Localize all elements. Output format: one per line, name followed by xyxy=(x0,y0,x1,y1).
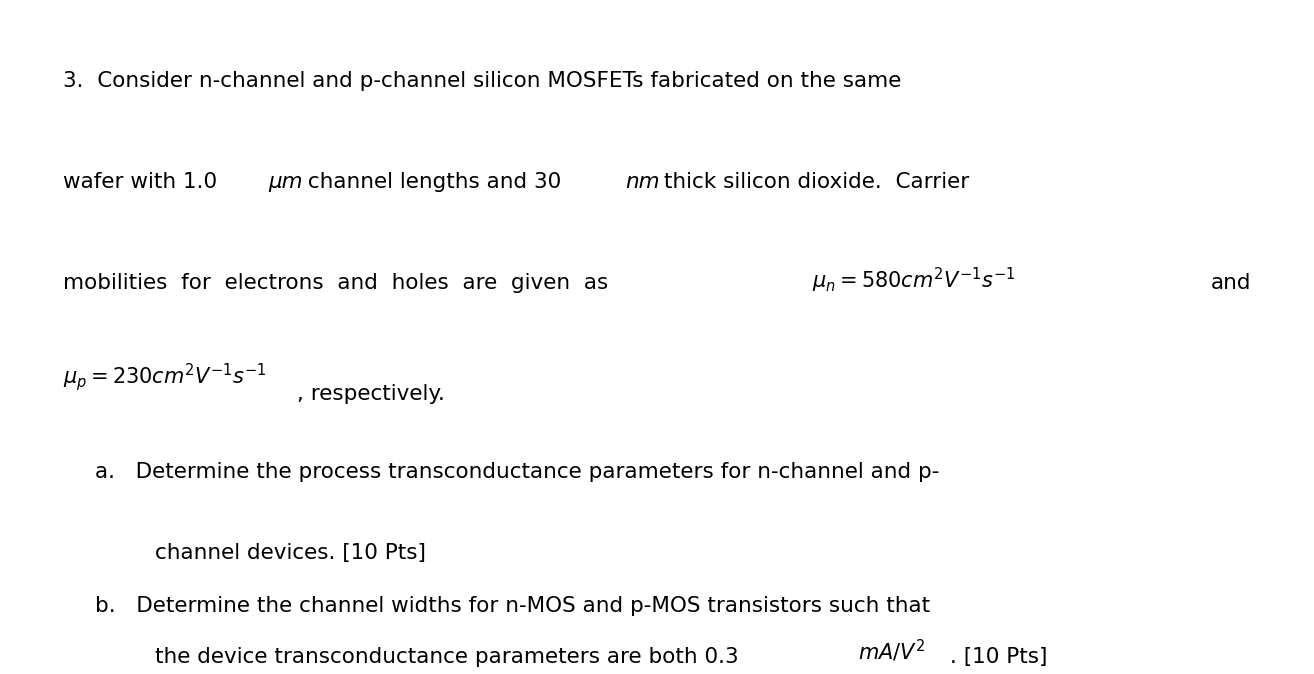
Text: $\mu_n = 580cm^2V^{-1}s^{-1}$: $\mu_n = 580cm^2V^{-1}s^{-1}$ xyxy=(812,266,1016,295)
Text: $\mu_p = 230cm^2V^{-1}s^{-1}$: $\mu_p = 230cm^2V^{-1}s^{-1}$ xyxy=(63,361,267,392)
Text: mobilities  for  electrons  and  holes  are  given  as: mobilities for electrons and holes are g… xyxy=(63,273,608,293)
Text: μm: μm xyxy=(268,172,302,192)
Text: , respectively.: , respectively. xyxy=(297,384,445,404)
Text: and: and xyxy=(1210,273,1251,293)
Text: 3.  Consider n-channel and p-channel silicon MOSFETs fabricated on the same: 3. Consider n-channel and p-channel sili… xyxy=(63,71,901,91)
Text: . [10 Pts]: . [10 Pts] xyxy=(950,647,1047,667)
Text: nm: nm xyxy=(625,172,660,192)
Text: wafer with 1.0: wafer with 1.0 xyxy=(63,172,225,192)
Text: a.   Determine the process transconductance parameters for n-channel and p-: a. Determine the process transconductanc… xyxy=(95,462,940,482)
Text: channel devices. [10 Pts]: channel devices. [10 Pts] xyxy=(155,543,426,563)
Text: the device transconductance parameters are both 0.3: the device transconductance parameters a… xyxy=(155,647,745,667)
Text: channel lengths and 30: channel lengths and 30 xyxy=(301,172,568,192)
Text: $mA/V^2$: $mA/V^2$ xyxy=(858,638,925,664)
Text: thick silicon dioxide.  Carrier: thick silicon dioxide. Carrier xyxy=(657,172,970,192)
Text: b.   Determine the channel widths for n-MOS and p-MOS transistors such that: b. Determine the channel widths for n-MO… xyxy=(95,596,930,617)
